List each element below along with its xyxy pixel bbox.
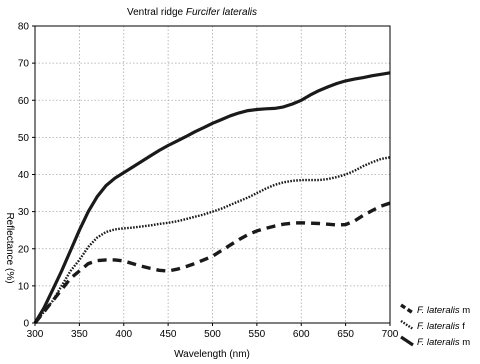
y-tick-label: 20: [18, 244, 30, 255]
x-tick-label: 400: [115, 329, 132, 340]
x-tick-label: 300: [27, 329, 44, 340]
y-tick-label: 60: [18, 96, 30, 107]
y-tick-label: 0: [23, 319, 29, 330]
x-tick-label: 350: [71, 329, 88, 340]
legend-label-sex: f: [460, 321, 466, 332]
y-tick-label: 80: [18, 22, 30, 33]
legend-label-species: F. lateralis: [417, 321, 460, 332]
y-tick-label: 10: [18, 281, 30, 292]
series-line-solid: [33, 71, 391, 324]
series-lines: [33, 71, 391, 325]
y-axis-label: Reflectance (%): [4, 212, 15, 283]
series-line-dashed: [33, 201, 391, 325]
legend-label-sex: m: [460, 337, 471, 348]
grid-lines: [35, 25, 391, 323]
legend-label: F. lateralis m: [417, 305, 470, 316]
legend-label-species: F. lateralis: [417, 305, 460, 316]
legend-label: F. lateralis m: [417, 337, 470, 348]
chart-title-species: Furcifer lateralis: [186, 7, 257, 18]
legend-item: F. lateralis m: [400, 335, 470, 348]
x-tick-labels: 300 350 400 450 500 550 600 650 700: [27, 329, 399, 340]
legend-item: F. lateralis m: [400, 303, 470, 316]
x-tick-label: 450: [160, 329, 177, 340]
y-tick-labels: 0 10 20 30 40 50 60 70 80: [18, 22, 30, 330]
chart-title-prefix: Ventral ridge: [127, 7, 186, 18]
legend-swatch-dotted: [400, 320, 414, 330]
x-tick-label: 500: [204, 329, 221, 340]
y-tick-label: 50: [18, 133, 30, 144]
series-line-dotted: [34, 156, 391, 324]
x-tick-label: 650: [337, 329, 354, 340]
legend-label-sex: m: [460, 305, 471, 316]
x-axis-label: Wavelength (nm): [174, 349, 250, 360]
x-tick-label: 550: [249, 329, 266, 340]
y-tick-label: 30: [18, 207, 30, 218]
y-tick-label: 40: [18, 170, 30, 181]
legend-swatch-solid: [400, 335, 414, 347]
legend-label-species: F. lateralis: [417, 337, 460, 348]
x-tick-label: 600: [293, 329, 310, 340]
axes: [32, 25, 391, 326]
legend-item: F. lateralis f: [400, 320, 465, 332]
chart-title: Ventral ridge Furcifer lateralis: [127, 7, 257, 18]
legend-swatch-dashed: [400, 303, 414, 315]
legend: F. lateralis mF. lateralis fF. lateralis…: [400, 303, 470, 348]
x-tick-label: 700: [382, 329, 399, 340]
y-tick-label: 70: [18, 59, 30, 70]
legend-label: F. lateralis f: [417, 321, 465, 332]
